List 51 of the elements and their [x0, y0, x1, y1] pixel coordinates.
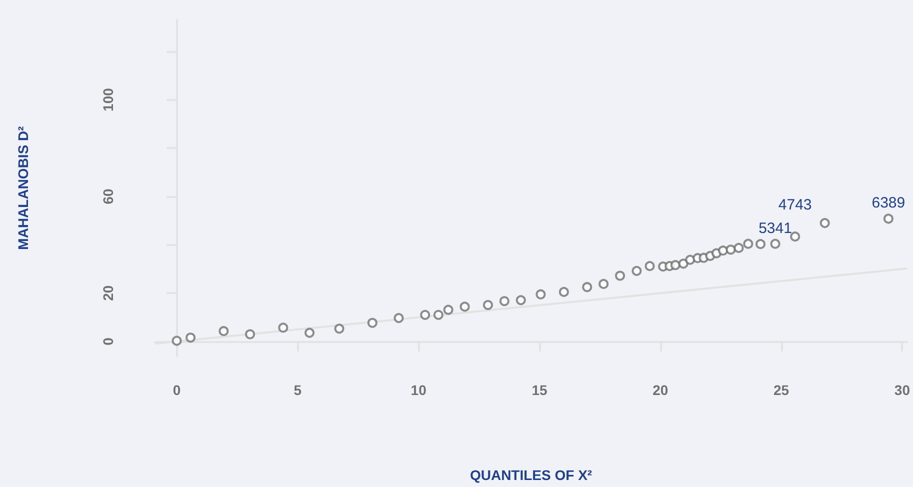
point — [558, 286, 569, 297]
point — [726, 244, 736, 255]
annotation: 4743 — [778, 196, 812, 214]
x-tick-label: 25 — [774, 382, 790, 398]
point — [615, 270, 626, 281]
point — [499, 296, 510, 306]
point — [433, 310, 444, 320]
point — [883, 214, 894, 224]
point — [536, 289, 546, 300]
point — [172, 336, 182, 346]
point — [394, 313, 404, 324]
x-tick-label: 5 — [294, 382, 302, 398]
point — [516, 295, 526, 306]
point — [644, 261, 655, 272]
point — [685, 254, 696, 265]
x-axis-title: QUANTILES OF X² — [470, 467, 592, 483]
point — [218, 326, 229, 336]
point — [670, 260, 680, 270]
point — [186, 332, 196, 343]
point — [598, 278, 609, 289]
y-axis-title: MAHALANOBIS D² — [15, 126, 31, 250]
x-tick-label: 0 — [172, 382, 181, 398]
point — [734, 242, 744, 253]
point — [304, 328, 315, 338]
y-tick-label: 0 — [100, 337, 116, 346]
point — [245, 329, 256, 340]
x-tick-label: 10 — [410, 382, 427, 398]
point — [820, 218, 830, 228]
point — [678, 258, 688, 269]
point — [790, 232, 800, 242]
y-tick-label: 20 — [100, 285, 116, 301]
point — [718, 246, 728, 256]
point — [743, 238, 754, 249]
point — [367, 318, 378, 328]
x-tick-label: 30 — [894, 382, 910, 398]
y-tick-label: 60 — [100, 188, 116, 204]
point — [334, 324, 344, 334]
point — [420, 310, 430, 320]
point — [482, 300, 493, 310]
point — [632, 266, 642, 276]
point — [460, 302, 470, 312]
annotation: 5341 — [758, 220, 792, 237]
x-tick-label: 15 — [532, 382, 548, 398]
point — [770, 238, 780, 249]
point — [443, 304, 454, 315]
point — [278, 322, 288, 333]
x-tick-label: 20 — [652, 382, 668, 398]
annotation: 6389 — [872, 194, 906, 212]
y-tick-label: 100 — [100, 88, 116, 112]
point — [582, 282, 592, 292]
point — [756, 239, 766, 250]
